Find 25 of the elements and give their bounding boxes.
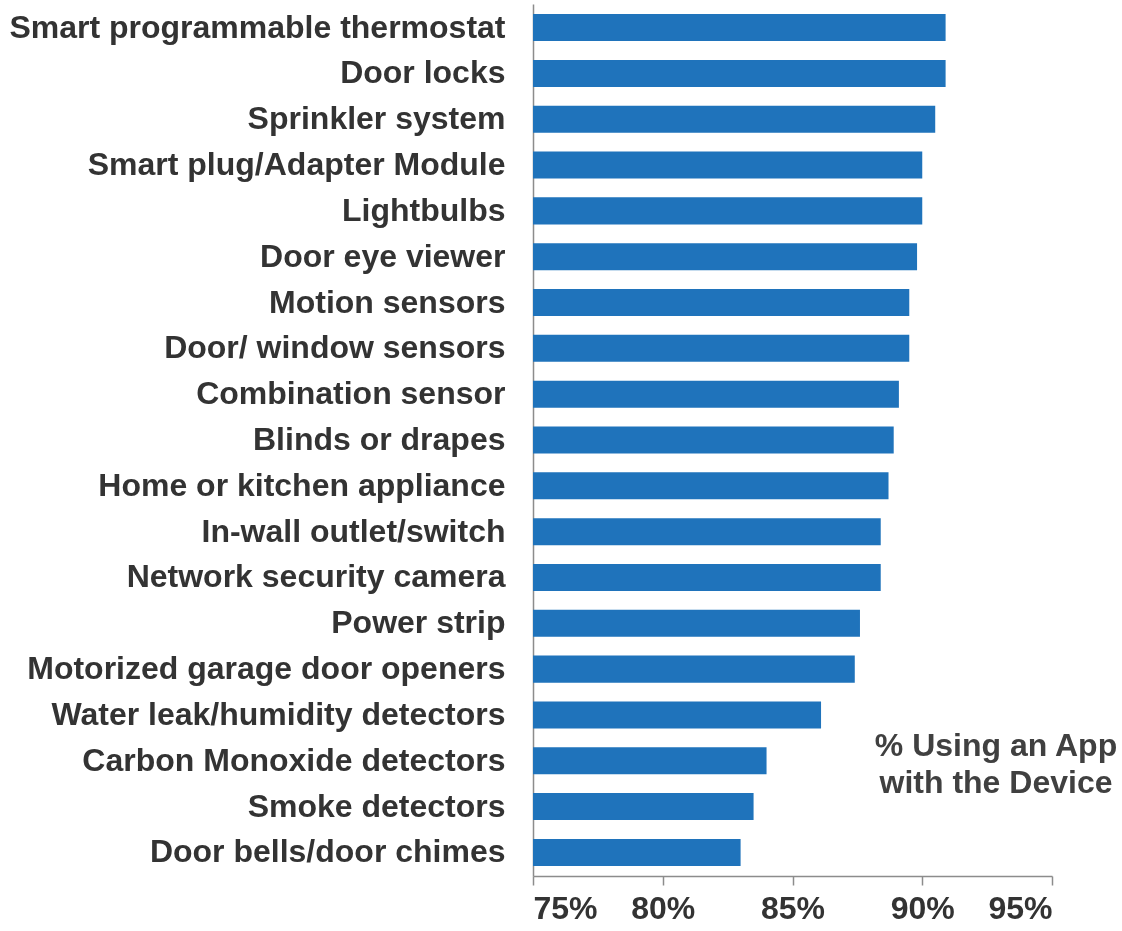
x-tick-label: 80% — [631, 889, 696, 926]
y-tick-label: Power strip — [331, 604, 506, 641]
y-tick-label: Motorized garage door openers — [27, 650, 506, 687]
x-tick-label: 95% — [988, 889, 1053, 926]
y-tick-label: In-wall outlet/switch — [201, 512, 506, 549]
y-tick-label: Door bells/door chimes — [149, 833, 506, 870]
y-tick-label: Door eye viewer — [260, 237, 506, 274]
y-tick-label: Smart programmable thermostat — [9, 8, 506, 45]
y-tick-label: Carbon Monoxide detectors — [82, 741, 506, 778]
y-tick-label: Lightbulbs — [341, 191, 506, 228]
y-tick-label: Smart plug/Adapter Module — [87, 146, 506, 183]
x-tick-label: 85% — [760, 889, 826, 926]
y-tick-label: Water leak/humidity detectors — [51, 695, 506, 732]
y-tick-label: Sprinkler system — [247, 100, 506, 137]
y-tick-label: Door/ window sensors — [164, 329, 506, 366]
y-tick-label: Network security camera — [126, 558, 506, 595]
x-tick-label: 90% — [890, 889, 955, 926]
y-tick-label: Home or kitchen appliance — [98, 466, 506, 503]
annotation: % Using an App with the Device — [874, 727, 1118, 800]
y-tick-label: Motion sensors — [269, 283, 506, 320]
y-tick-label: Combination sensor — [196, 375, 506, 412]
x-tick-label: 75% — [533, 889, 598, 926]
y-tick-label: Smoke detectors — [247, 787, 506, 824]
y-tick-label: Door locks — [340, 54, 506, 91]
y-tick-label: Blinds or drapes — [253, 421, 506, 457]
